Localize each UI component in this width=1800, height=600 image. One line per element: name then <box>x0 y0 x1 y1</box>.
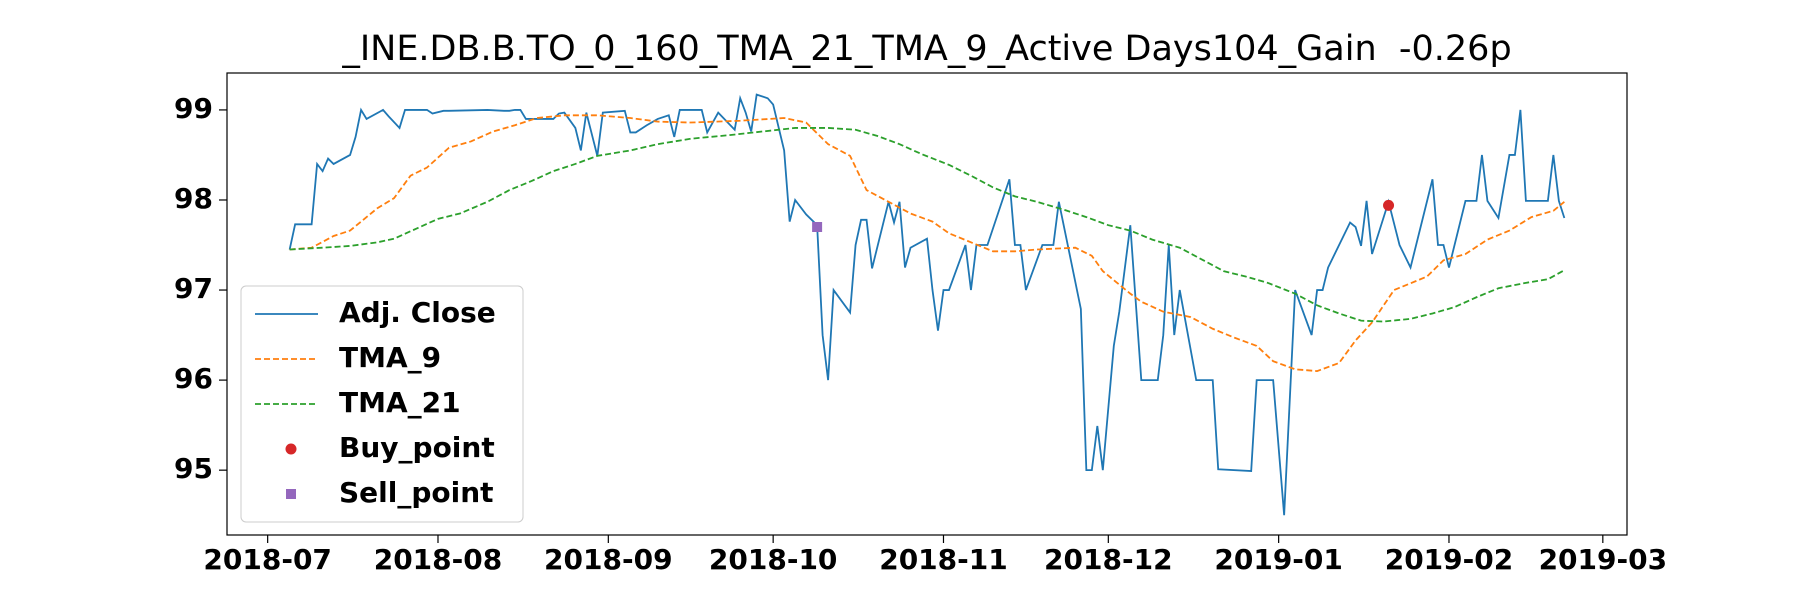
axes-frame <box>226 72 1628 536</box>
legend-box <box>240 285 524 523</box>
legend-label: Sell_point <box>339 476 494 509</box>
y-tick-label: 97 <box>174 272 213 305</box>
legend-label: TMA_21 <box>339 386 461 419</box>
chart-title: _INE.DB.B.TO_0_160_TMA_21_TMA_9_Active D… <box>341 29 1511 69</box>
series-line <box>289 114 1565 373</box>
y-tick-label: 95 <box>174 452 213 485</box>
x-tick-label: 2018-12 <box>1044 543 1173 576</box>
y-tick-label: 98 <box>174 182 213 215</box>
y-tick-label: 99 <box>174 92 213 125</box>
buy-marker <box>1383 199 1395 211</box>
x-tick-label: 2019-02 <box>1385 543 1514 576</box>
legend-label: TMA_9 <box>339 341 441 374</box>
x-tick-label: 2018-09 <box>544 543 673 576</box>
x-tick-label: 2019-03 <box>1539 543 1668 576</box>
legend-marker <box>286 489 296 499</box>
series-line <box>289 127 1565 323</box>
x-tick-label: 2018-07 <box>203 543 332 576</box>
x-tick-label: 2018-10 <box>709 543 838 576</box>
legend-marker <box>285 443 297 455</box>
sell-marker <box>812 222 823 232</box>
x-tick-label: 2018-11 <box>879 543 1008 576</box>
series-line <box>288 93 1566 516</box>
legend-label: Buy_point <box>339 431 495 464</box>
x-tick-label: 2018-08 <box>374 543 503 576</box>
y-tick-label: 96 <box>174 362 213 395</box>
x-tick-label: 2019-01 <box>1214 543 1343 576</box>
legend-label: Adj. Close <box>339 296 496 329</box>
